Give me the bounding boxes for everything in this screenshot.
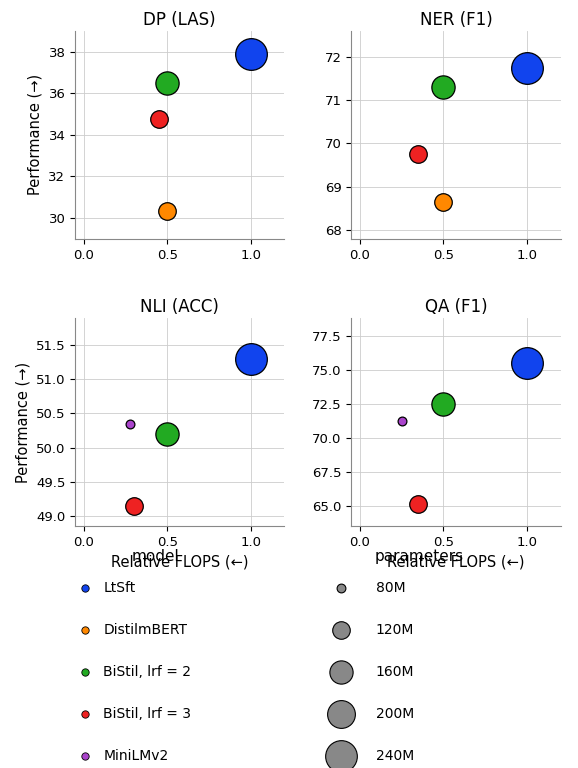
Point (162, 428, 172, 440)
Point (80, 708, 90, 720)
Title: QA (F1): QA (F1) (425, 299, 487, 316)
Text: MiniLMv2: MiniLMv2 (103, 750, 169, 763)
Text: 120M: 120M (376, 624, 414, 637)
X-axis label: Relative FLOPS (←): Relative FLOPS (←) (387, 554, 525, 569)
Point (336, 666, 346, 679)
Title: DP (LAS): DP (LAS) (143, 12, 216, 29)
Point (246, 353, 255, 365)
Text: 240M: 240M (376, 750, 414, 763)
Text: LtSft: LtSft (103, 581, 136, 595)
Point (336, 624, 346, 637)
Point (336, 708, 346, 720)
Point (126, 418, 135, 430)
Point (246, 48, 255, 60)
Title: NER (F1): NER (F1) (420, 12, 492, 29)
Point (523, 356, 532, 369)
Point (523, 61, 532, 74)
Point (439, 398, 448, 410)
Text: 80M: 80M (376, 581, 405, 595)
Point (439, 81, 448, 93)
Text: DistilmBERT: DistilmBERT (103, 624, 187, 637)
Point (414, 498, 423, 511)
Point (80, 624, 90, 637)
Y-axis label: Performance (→): Performance (→) (15, 362, 30, 482)
Point (397, 415, 406, 428)
Point (439, 196, 448, 208)
Point (154, 113, 164, 125)
Point (80, 750, 90, 763)
Text: model: model (132, 549, 179, 564)
Point (80, 666, 90, 679)
Point (162, 77, 172, 89)
Point (129, 499, 138, 511)
Point (80, 582, 90, 594)
X-axis label: Relative FLOPS (←): Relative FLOPS (←) (111, 554, 249, 569)
Text: parameters: parameters (375, 549, 464, 564)
Point (336, 750, 346, 763)
Point (336, 582, 346, 594)
Text: 200M: 200M (376, 707, 414, 721)
Title: NLI (ACC): NLI (ACC) (140, 299, 219, 316)
Y-axis label: Performance (→): Performance (→) (28, 74, 43, 195)
Text: BiStil, lrf = 2: BiStil, lrf = 2 (103, 665, 191, 680)
Text: BiStil, lrf = 3: BiStil, lrf = 3 (103, 707, 191, 721)
Point (414, 148, 423, 161)
Point (162, 204, 172, 217)
Text: 160M: 160M (376, 665, 414, 680)
